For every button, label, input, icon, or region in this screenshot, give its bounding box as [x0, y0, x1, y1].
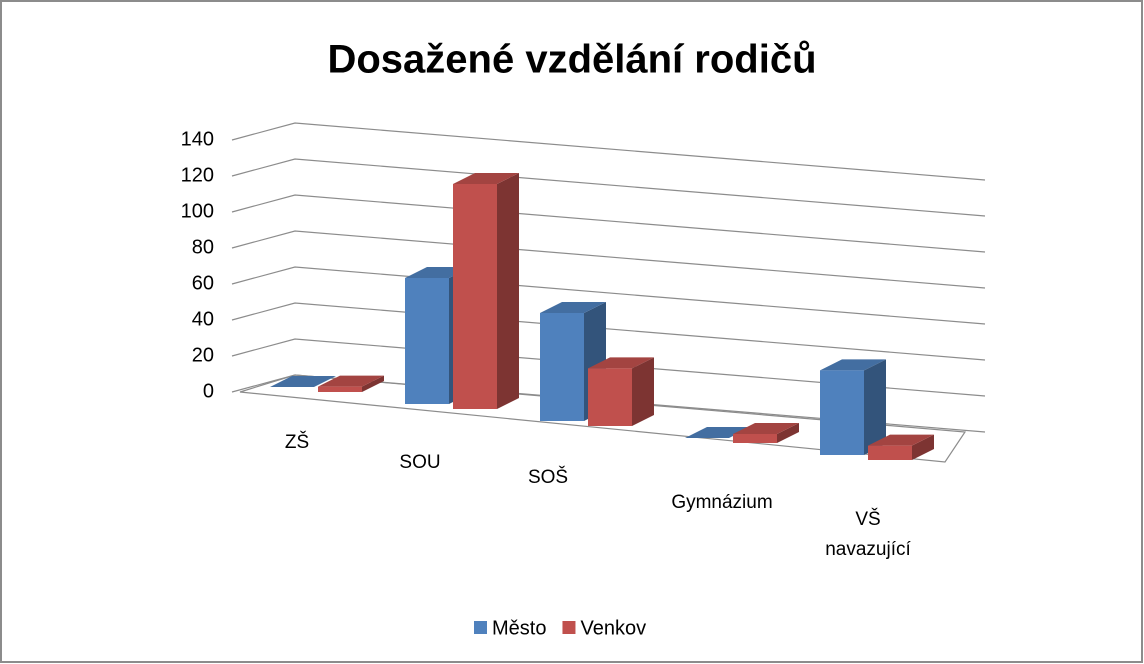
bar-face — [362, 375, 384, 392]
bar-face — [777, 423, 799, 443]
bar — [820, 359, 886, 455]
x-tick-label: ZŠ — [284, 432, 310, 453]
bar-face — [588, 357, 654, 369]
y-tick-label: 120 — [181, 164, 214, 186]
bar — [733, 423, 799, 443]
y-tick-label: 140 — [181, 128, 214, 150]
bar-face — [497, 173, 519, 409]
y-tick-label: 0 — [203, 380, 214, 402]
bar-face — [912, 434, 934, 460]
bar — [868, 434, 934, 460]
y-tick-label: 80 — [192, 236, 214, 258]
bar-face — [453, 184, 497, 409]
bar-face — [868, 445, 912, 460]
y-tick-label: 100 — [181, 200, 214, 222]
bar-face — [733, 434, 777, 443]
bar-face — [318, 386, 362, 392]
bar-face — [868, 434, 934, 446]
bar-face — [820, 359, 886, 371]
chart-title: Dosažené vzdělání rodičů — [327, 38, 816, 82]
grid-line — [231, 302, 986, 361]
bar-face — [405, 278, 449, 404]
bar-face — [453, 173, 519, 184]
legend-swatch — [562, 621, 576, 634]
grid-line — [231, 338, 986, 397]
bar-face — [632, 357, 654, 426]
x-tick-label: SOŠ — [527, 467, 569, 488]
bar-face — [820, 370, 864, 455]
bar — [453, 173, 519, 409]
grid-line — [231, 122, 986, 181]
grid-line — [231, 374, 986, 433]
bar — [588, 357, 654, 426]
x-tick-label: Gymnázium — [671, 492, 773, 513]
bar — [318, 375, 384, 392]
bar-face — [540, 313, 584, 421]
legend-swatch — [474, 621, 487, 634]
grid-line — [231, 194, 986, 253]
legend-label: Město — [492, 617, 546, 639]
grid-line — [231, 158, 986, 217]
bar-face — [318, 375, 384, 387]
y-tick-label: 40 — [192, 308, 214, 330]
grid-line — [231, 266, 986, 325]
x-tick-label: SOU — [399, 452, 441, 473]
legend-label: Venkov — [580, 617, 646, 639]
bar-face — [588, 368, 632, 426]
bar — [270, 376, 336, 387]
bar-face — [270, 376, 336, 387]
y-tick-label: 60 — [192, 272, 214, 294]
bar-face — [864, 359, 886, 455]
bar-face — [540, 302, 606, 313]
bar-face — [733, 423, 799, 434]
grid-line — [231, 230, 986, 289]
x-tick-label: VŠ navazující — [825, 509, 911, 560]
y-tick-label: 20 — [192, 344, 214, 366]
